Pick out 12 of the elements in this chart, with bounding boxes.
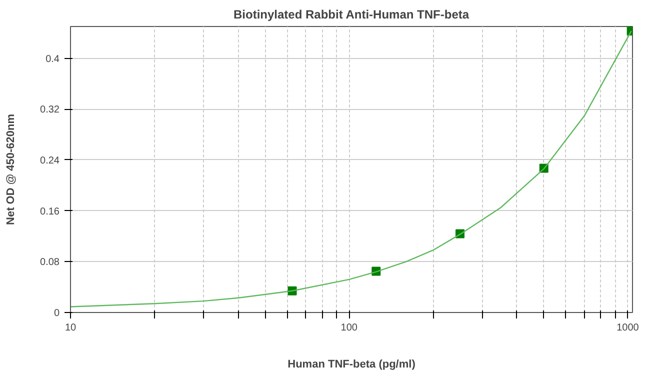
- x-tick-label: 1000: [616, 322, 640, 334]
- y-tick-label: 0.24: [40, 155, 60, 166]
- y-tick-label: 0.4: [46, 54, 60, 65]
- y-tick-label: 0.32: [40, 104, 60, 116]
- chart-title: Biotinylated Rabbit Anti-Human TNF-beta: [234, 8, 470, 22]
- y-tick-label: 0: [54, 308, 60, 319]
- y-tick-label: 0.08: [40, 257, 60, 268]
- x-tick-label: 10: [64, 322, 76, 334]
- y-axis-title: Net OD @ 450-620nm: [5, 114, 18, 225]
- y-tick-label: 0.16: [40, 206, 60, 218]
- x-axis-title: Human TNF-beta (pg/ml): [288, 358, 416, 370]
- x-tick-label: 100: [340, 322, 358, 334]
